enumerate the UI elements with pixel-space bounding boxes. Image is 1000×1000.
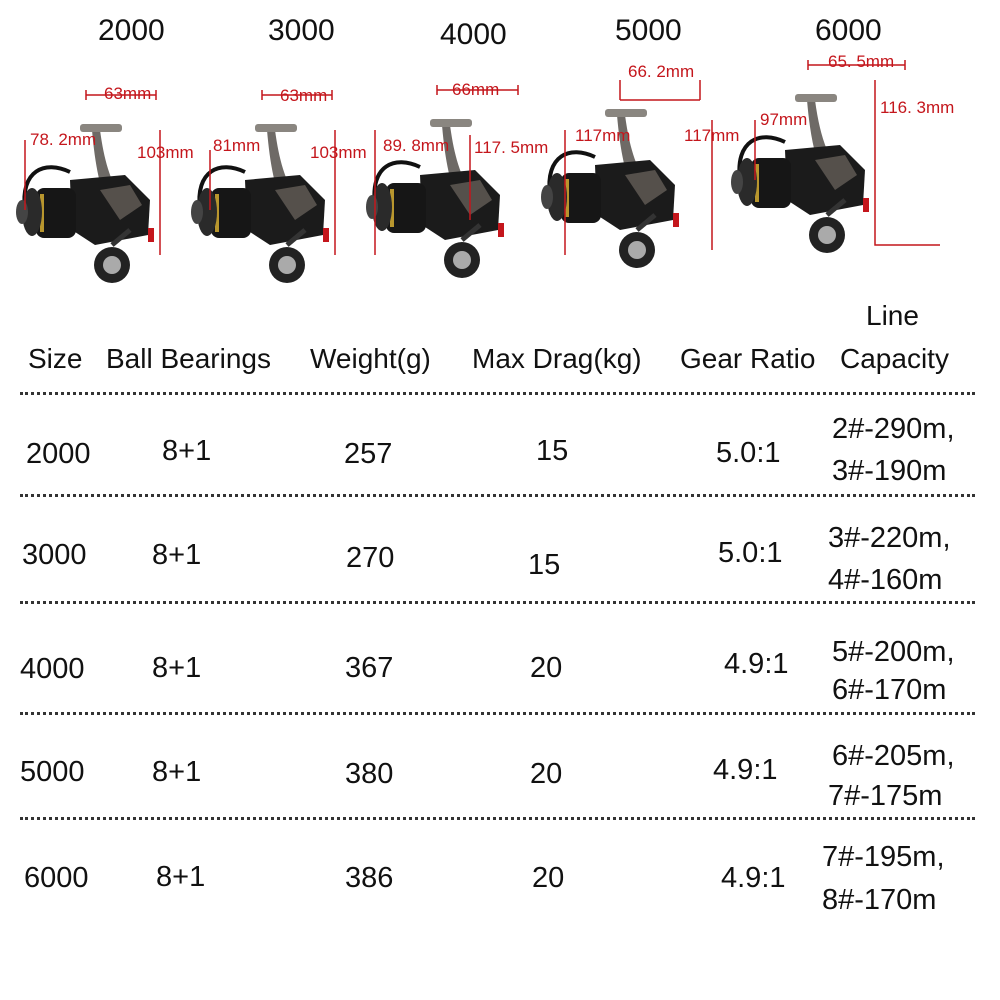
row-3000-weight: 270 [346,542,395,574]
row-3000-drag: 15 [528,549,561,581]
header-size: Size [28,343,83,374]
reel-2000-spool-dim: 63mm [104,84,152,103]
row-5000-line1: 6#-205m, [832,740,955,772]
reel-illustrations [0,60,940,300]
header-line-capacity-line1: Line [866,300,919,331]
row-6000-line1: 7#-195m, [822,841,945,873]
reel-2000-height-dim: 103mm [137,143,194,162]
row-4000-bearings: 8+1 [152,652,202,684]
row-2000-line2: 3#-190m [832,455,947,487]
row-4000-weight: 367 [345,652,394,684]
row-6000-weight: 386 [345,862,394,894]
row-divider [20,494,975,497]
reel-size-title-4000: 4000 [440,18,507,51]
row-4000-size: 4000 [20,653,85,685]
row-4000-ratio: 4.9:1 [724,648,789,680]
header-max-drag: Max Drag(kg) [472,343,642,374]
row-5000-drag: 20 [530,758,563,790]
row-4000-line1: 5#-200m, [832,636,955,668]
header-weight: Weight(g) [310,343,431,374]
reel-4000-height-dim: 117. 5mm [474,138,549,157]
row-2000-bearings: 8+1 [162,435,212,467]
reel-5000-spool-dim: 66. 2mm [628,62,695,81]
row-2000-line1: 2#-290m, [832,413,955,445]
row-3000-size: 3000 [22,539,87,571]
header-gear-ratio: Gear Ratio [680,343,816,374]
row-5000-line2: 7#-175m [828,780,943,812]
row-3000-ratio: 5.0:1 [718,537,783,569]
reel-5000-body-dim: 117mm [575,126,631,145]
reel-3000-spool-dim: 63mm [280,86,328,105]
row-3000-line2: 4#-160m [828,564,943,596]
header-line-capacity-line2: Capacity [840,343,949,374]
row-5000-ratio: 4.9:1 [713,754,778,786]
row-6000-drag: 20 [532,862,565,894]
row-3000-line1: 3#-220m, [828,522,951,554]
row-6000-bearings: 8+1 [156,861,206,893]
row-5000-bearings: 8+1 [152,756,202,788]
reel-6000-body-dim: 97mm [760,110,808,129]
row-2000-weight: 257 [344,438,393,470]
row-divider [20,817,975,820]
row-2000-ratio: 5.0:1 [716,437,781,469]
row-3000-bearings: 8+1 [152,539,202,571]
row-6000-line2: 8#-170m [822,884,937,916]
reel-2000-body-dim: 78. 2mm [30,130,97,149]
row-divider [20,601,975,604]
reel-size-title-3000: 3000 [268,14,335,47]
row-6000-ratio: 4.9:1 [721,862,786,894]
row-4000-drag: 20 [530,652,563,684]
reel-4000-body-dim: 89. 8mm [383,136,450,155]
row-divider [20,712,975,715]
row-5000-weight: 380 [345,758,394,790]
reel-size-title-5000: 5000 [615,14,682,47]
reel-6000-spool-dim: 65. 5mm [828,52,895,71]
row-2000-drag: 15 [536,435,569,467]
reel-5000-height-dim: 117mm [684,126,740,145]
row-2000-size: 2000 [26,438,91,470]
reel-6000-height-dim: 116. 3mm [880,98,955,117]
row-6000-size: 6000 [24,862,89,894]
reel-size-title-2000: 2000 [98,14,165,47]
reel-4000-spool-dim: 66mm [452,80,500,99]
row-4000-line2: 6#-170m [832,674,947,706]
reel-3000-body-dim: 81mm [213,136,261,155]
row-5000-size: 5000 [20,756,85,788]
reel-size-title-6000: 6000 [815,14,882,47]
reel-3000-height-dim: 103mm [310,143,367,162]
header-divider [20,392,975,395]
header-ball-bearings: Ball Bearings [106,343,271,374]
